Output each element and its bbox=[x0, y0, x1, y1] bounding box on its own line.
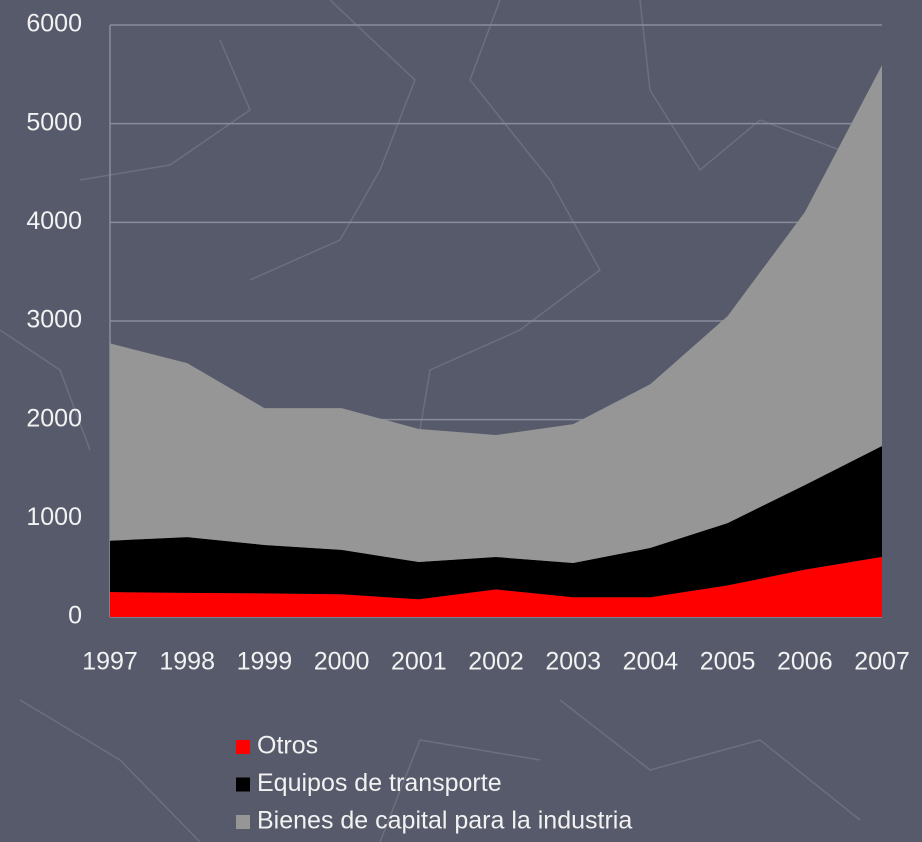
x-tick-label: 2004 bbox=[623, 648, 679, 676]
x-tick-label: 1997 bbox=[82, 648, 138, 676]
x-tick-label: 2003 bbox=[545, 648, 601, 676]
y-tick-label: 3000 bbox=[26, 306, 82, 334]
x-tick-label: 2005 bbox=[700, 648, 756, 676]
area bbox=[110, 65, 882, 564]
y-tick-label: 1000 bbox=[26, 503, 82, 531]
x-tick-label: 2006 bbox=[777, 648, 833, 676]
x-tick-label: 1998 bbox=[159, 648, 215, 676]
x-tick-label: 2001 bbox=[391, 648, 447, 676]
y-tick-label: 0 bbox=[68, 602, 82, 630]
area bbox=[110, 446, 882, 600]
legend-label: Otros bbox=[257, 732, 318, 760]
x-tick-label: 2002 bbox=[468, 648, 524, 676]
legend-label: Equipos de transporte bbox=[257, 769, 502, 797]
y-tick-label: 2000 bbox=[26, 404, 82, 432]
area bbox=[110, 556, 882, 617]
x-tick-label: 1999 bbox=[237, 648, 293, 676]
x-tick-label: 2000 bbox=[314, 648, 370, 676]
y-tick-label: 5000 bbox=[26, 108, 82, 136]
x-tick-label: 2007 bbox=[854, 648, 910, 676]
y-tick-label: 4000 bbox=[26, 207, 82, 235]
legend-swatch bbox=[236, 777, 250, 792]
y-tick-label: 6000 bbox=[26, 10, 82, 38]
legend-swatch bbox=[236, 740, 250, 754]
legend-label: Bienes de capital para la industria bbox=[257, 807, 632, 835]
legend-swatch bbox=[236, 815, 250, 829]
background-decoration bbox=[0, 0, 871, 842]
